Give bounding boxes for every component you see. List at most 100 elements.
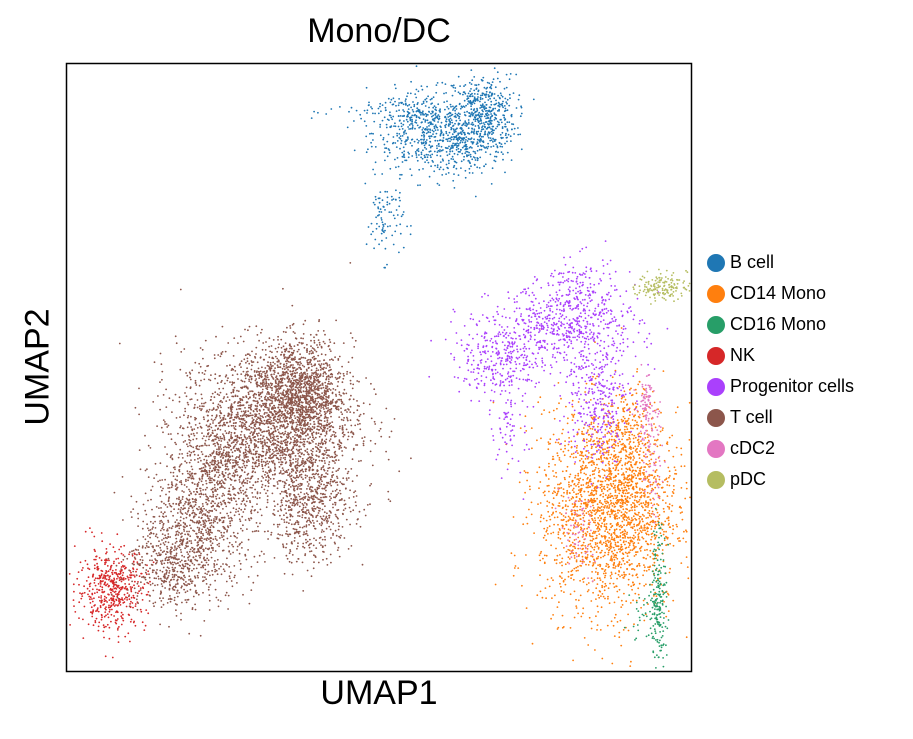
scatter-point <box>414 121 417 124</box>
scatter-point <box>613 516 616 519</box>
scatter-point <box>449 115 451 118</box>
scatter-point <box>520 291 522 294</box>
scatter-point <box>591 383 593 385</box>
scatter-point <box>644 437 647 439</box>
scatter-point <box>647 463 649 466</box>
scatter-point <box>604 480 607 482</box>
scatter-point <box>663 617 665 619</box>
scatter-point <box>665 544 667 547</box>
scatter-point <box>655 478 657 480</box>
scatter-point <box>495 102 498 105</box>
scatter-point <box>489 117 492 120</box>
scatter-point <box>473 96 476 99</box>
scatter-point <box>665 477 668 480</box>
scatter-point <box>661 611 663 614</box>
scatter-point <box>104 572 107 574</box>
scatter-point <box>442 140 444 143</box>
scatter-point <box>552 455 554 458</box>
scatter-point <box>592 504 594 507</box>
scatter-point <box>594 486 597 488</box>
scatter-point <box>685 481 688 484</box>
scatter-point <box>599 456 602 458</box>
scatter-point <box>622 350 625 353</box>
scatter-point <box>381 221 384 224</box>
scatter-point <box>636 529 639 531</box>
scatter-point <box>588 425 591 428</box>
scatter-point <box>105 570 107 572</box>
scatter-point <box>577 485 580 488</box>
scatter-point <box>592 422 595 424</box>
scatter-point <box>598 441 601 444</box>
scatter-point <box>618 509 621 512</box>
scatter-point <box>612 320 614 323</box>
scatter-point <box>116 629 119 631</box>
scatter-point <box>68 573 71 575</box>
scatter-point <box>515 73 518 76</box>
scatter-point <box>585 507 587 510</box>
scatter-point <box>105 596 108 599</box>
scatter-point <box>552 299 555 301</box>
scatter-point <box>539 520 542 523</box>
scatter-point <box>577 401 580 403</box>
scatter-point <box>616 485 619 488</box>
scatter-point <box>654 623 657 625</box>
scatter-point <box>400 122 403 125</box>
scatter-point <box>637 610 640 612</box>
scatter-point <box>98 621 101 624</box>
scatter-point <box>109 568 112 571</box>
scatter-point <box>587 482 589 484</box>
scatter-point <box>422 110 424 113</box>
scatter-point <box>562 338 565 341</box>
scatter-point <box>609 499 612 502</box>
scatter-point <box>646 601 648 604</box>
scatter-point <box>103 598 106 601</box>
scatter-point <box>546 527 549 529</box>
scatter-point <box>115 604 117 606</box>
scatter-point <box>595 446 597 449</box>
scatter-point <box>582 433 585 436</box>
scatter-point <box>383 143 386 146</box>
scatter-point <box>454 143 457 145</box>
scatter-point <box>601 512 603 514</box>
scatter-point <box>418 109 421 111</box>
scatter-point <box>593 510 596 512</box>
scatter-point <box>635 546 637 548</box>
scatter-point <box>687 577 690 580</box>
scatter-point <box>430 165 432 168</box>
scatter-point <box>582 581 585 583</box>
scatter-point <box>637 491 639 494</box>
scatter-point <box>626 531 629 534</box>
scatter-point <box>116 618 119 620</box>
scatter-point <box>415 116 418 119</box>
scatter-point <box>653 613 656 616</box>
scatter-point <box>634 474 637 477</box>
scatter-point <box>592 440 594 443</box>
scatter-point <box>576 433 579 436</box>
scatter-point <box>592 591 594 594</box>
scatter-point <box>598 596 601 599</box>
scatter-point <box>373 203 376 206</box>
scatter-point <box>617 596 620 599</box>
scatter-point <box>651 613 654 616</box>
scatter-point <box>591 539 594 542</box>
scatter-point <box>528 294 531 297</box>
scatter-point <box>656 511 659 514</box>
scatter-point <box>617 523 620 526</box>
scatter-point <box>73 605 75 607</box>
scatter-point <box>479 134 482 137</box>
scatter-point <box>83 605 86 608</box>
scatter-point <box>581 430 583 433</box>
scatter-point <box>623 417 626 420</box>
scatter-point <box>100 618 103 621</box>
scatter-point <box>99 599 101 602</box>
scatter-point <box>437 149 440 152</box>
scatter-point <box>660 566 663 569</box>
scatter-point <box>403 150 406 153</box>
scatter-point <box>372 139 374 141</box>
scatter-point <box>512 574 515 577</box>
scatter-point <box>604 470 606 472</box>
scatter-point <box>134 553 136 556</box>
scatter-point <box>488 120 490 122</box>
scatter-point <box>501 145 504 148</box>
scatter-point <box>97 629 100 632</box>
